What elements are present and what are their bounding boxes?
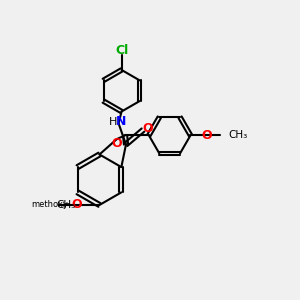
Text: Cl: Cl <box>115 44 128 57</box>
Text: O: O <box>72 199 83 212</box>
Text: O: O <box>142 122 153 135</box>
Text: methoxy: methoxy <box>32 200 68 209</box>
Text: H: H <box>109 117 117 127</box>
Text: O: O <box>202 129 212 142</box>
Text: O: O <box>112 137 122 150</box>
Text: N: N <box>116 116 127 128</box>
Text: CH₃: CH₃ <box>56 200 76 210</box>
Text: CH₃: CH₃ <box>229 130 248 140</box>
